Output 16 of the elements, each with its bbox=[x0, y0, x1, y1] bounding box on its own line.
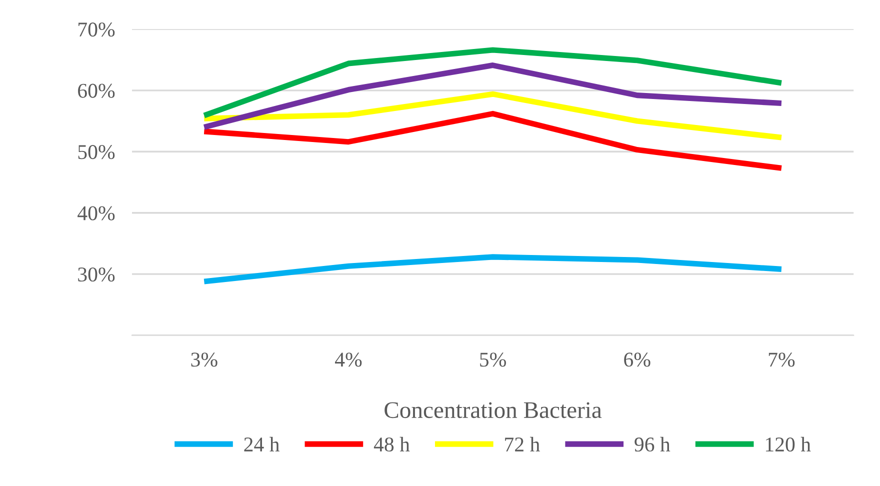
y-tick-label: 50% bbox=[78, 145, 115, 160]
y-tick-label: 60% bbox=[78, 84, 115, 98]
x-tick-label: 5% bbox=[480, 352, 506, 367]
legend-label: 72 h bbox=[505, 436, 540, 452]
y-tick-label: 70% bbox=[78, 22, 115, 37]
y-tick-label: 40% bbox=[78, 206, 115, 220]
legend-label: 120 h bbox=[766, 436, 811, 452]
x-tick-label: 6% bbox=[624, 352, 650, 367]
x-tick-label: 3% bbox=[191, 352, 218, 367]
legend-label: 48 h bbox=[374, 436, 410, 452]
y-tick-label: 30% bbox=[78, 267, 115, 282]
legend-label: 24 h bbox=[244, 436, 280, 452]
x-tick-label: 7% bbox=[768, 352, 795, 367]
x-tick-label: 4% bbox=[335, 352, 362, 367]
legend-label: 96 h bbox=[634, 436, 670, 452]
x-axis-title: Concentration Bacteria bbox=[384, 402, 602, 418]
